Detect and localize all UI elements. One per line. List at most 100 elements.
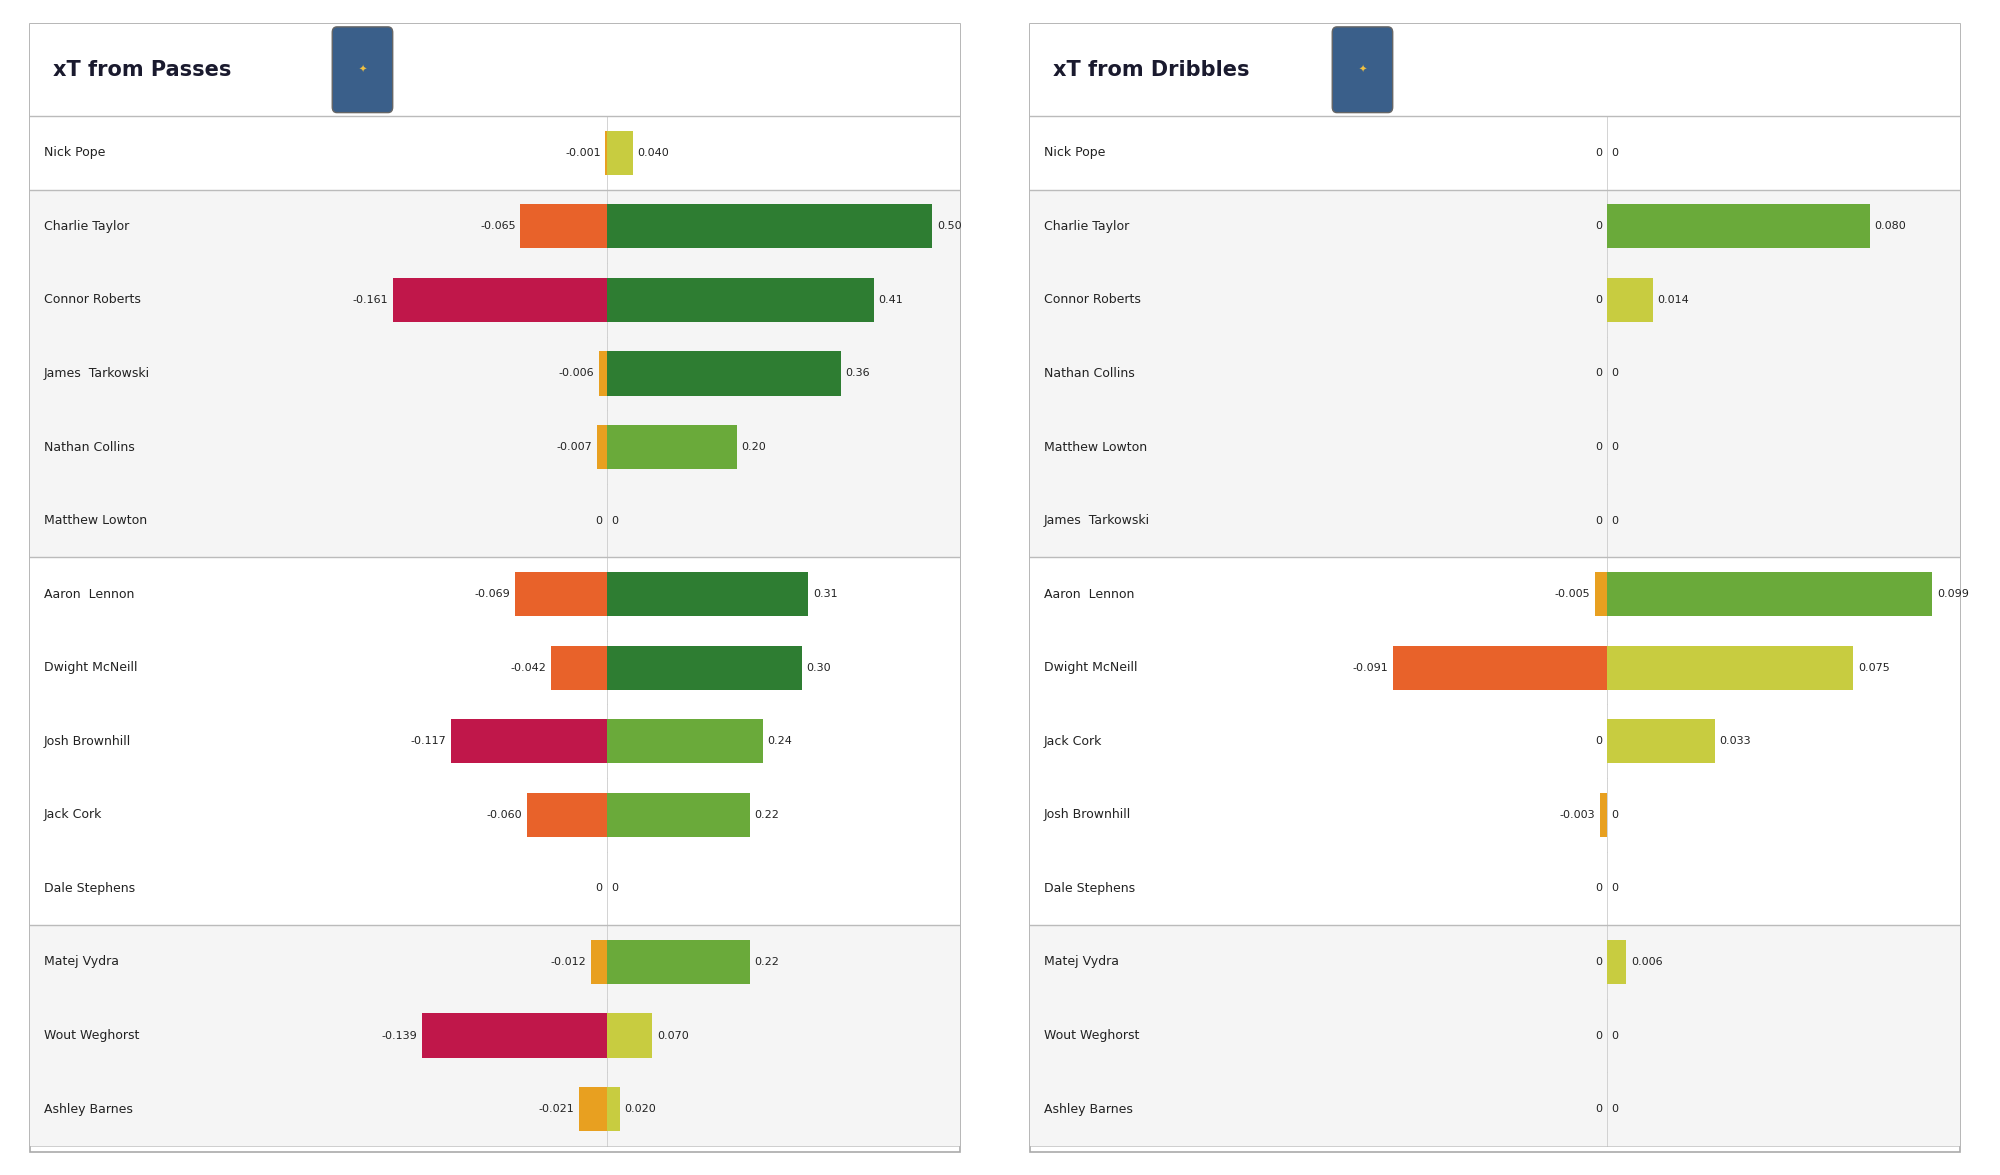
Bar (1606, 645, 1854, 690)
Text: 0: 0 (1594, 295, 1602, 304)
Text: 0: 0 (1594, 148, 1602, 157)
Text: Dwight McNeill: Dwight McNeill (1044, 662, 1138, 674)
Bar (1030, 484, 1960, 557)
Text: 0.040: 0.040 (638, 148, 670, 157)
Text: James  Tarkowski: James Tarkowski (44, 367, 150, 380)
FancyBboxPatch shape (1332, 27, 1392, 113)
Text: Wout Weghorst: Wout Weghorst (44, 1029, 140, 1042)
Text: James  Tarkowski: James Tarkowski (1044, 515, 1150, 528)
Bar (606, 645, 802, 690)
Text: 0.41: 0.41 (878, 295, 902, 304)
Text: Dwight McNeill: Dwight McNeill (44, 662, 138, 674)
Bar (30, 778, 960, 852)
Text: 0: 0 (1612, 884, 1618, 893)
Bar (550, 645, 606, 690)
Text: 0: 0 (1594, 956, 1602, 967)
Text: Matej Vydra: Matej Vydra (44, 955, 118, 968)
Text: -0.069: -0.069 (474, 589, 510, 599)
Text: -0.139: -0.139 (382, 1030, 418, 1041)
Bar (30, 705, 960, 778)
Bar (578, 1087, 606, 1132)
Bar (1030, 116, 1960, 189)
Bar (30, 189, 960, 263)
Text: -0.007: -0.007 (556, 442, 592, 452)
Text: 0.075: 0.075 (1858, 663, 1890, 673)
Text: Matthew Lowton: Matthew Lowton (44, 515, 148, 528)
Text: -0.005: -0.005 (1554, 589, 1590, 599)
Bar (452, 719, 606, 764)
Text: Charlie Taylor: Charlie Taylor (1044, 220, 1130, 233)
Text: Nathan Collins: Nathan Collins (44, 441, 134, 454)
Bar (30, 337, 960, 410)
Bar (606, 1087, 620, 1132)
Text: 0.014: 0.014 (1658, 295, 1690, 304)
Text: 0: 0 (1594, 1104, 1602, 1114)
Text: 0.50: 0.50 (936, 221, 962, 231)
Bar (1606, 277, 1652, 322)
Bar (30, 557, 960, 631)
Text: -0.003: -0.003 (1560, 810, 1594, 820)
Bar (30, 484, 960, 557)
Bar (1606, 572, 1932, 616)
Text: 0: 0 (1612, 1104, 1618, 1114)
Bar (606, 940, 750, 983)
Text: -0.021: -0.021 (538, 1104, 574, 1114)
Text: xT from Passes: xT from Passes (54, 60, 232, 80)
Text: Ashley Barnes: Ashley Barnes (44, 1102, 132, 1115)
Bar (1030, 557, 1960, 631)
Bar (30, 24, 960, 116)
Text: Charlie Taylor: Charlie Taylor (44, 220, 130, 233)
Text: 0.30: 0.30 (806, 663, 832, 673)
Bar (1030, 999, 1960, 1073)
Text: Nick Pope: Nick Pope (1044, 146, 1106, 160)
Text: 0.31: 0.31 (814, 589, 838, 599)
Text: 0: 0 (1594, 737, 1602, 746)
Bar (422, 1014, 606, 1058)
Bar (30, 410, 960, 484)
Bar (1392, 645, 1606, 690)
Text: 0.020: 0.020 (624, 1104, 656, 1114)
Text: 0: 0 (1594, 221, 1602, 231)
Text: 0.099: 0.099 (1936, 589, 1968, 599)
Text: 0.070: 0.070 (656, 1030, 688, 1041)
Bar (30, 999, 960, 1073)
Text: -0.042: -0.042 (510, 663, 546, 673)
Text: 0: 0 (1612, 442, 1618, 452)
FancyBboxPatch shape (332, 27, 392, 113)
Bar (606, 719, 762, 764)
Text: Dale Stephens: Dale Stephens (1044, 882, 1136, 895)
Text: 0.36: 0.36 (846, 369, 870, 378)
Text: 0: 0 (1612, 810, 1618, 820)
Bar (1600, 793, 1606, 837)
Text: 0: 0 (1594, 884, 1602, 893)
Bar (598, 425, 606, 469)
Text: Matthew Lowton: Matthew Lowton (1044, 441, 1148, 454)
Text: 0.22: 0.22 (754, 810, 780, 820)
Bar (1030, 852, 1960, 925)
Bar (1030, 189, 1960, 263)
Text: -0.012: -0.012 (550, 956, 586, 967)
Bar (606, 572, 808, 616)
Bar (606, 425, 736, 469)
Text: 0.24: 0.24 (768, 737, 792, 746)
Text: 0: 0 (612, 884, 618, 893)
Bar (514, 572, 606, 616)
Text: 0.080: 0.080 (1874, 221, 1906, 231)
Bar (1030, 778, 1960, 852)
Bar (598, 351, 606, 396)
Bar (606, 793, 750, 837)
Bar (30, 631, 960, 705)
Text: -0.060: -0.060 (486, 810, 522, 820)
Text: -0.091: -0.091 (1352, 663, 1388, 673)
Text: Jack Cork: Jack Cork (1044, 734, 1102, 747)
Text: Matej Vydra: Matej Vydra (1044, 955, 1118, 968)
Bar (1030, 410, 1960, 484)
Text: Connor Roberts: Connor Roberts (1044, 294, 1140, 307)
Text: 0.22: 0.22 (754, 956, 780, 967)
Bar (1606, 204, 1870, 248)
Text: 0: 0 (594, 884, 602, 893)
Bar (30, 263, 960, 337)
Bar (1594, 572, 1606, 616)
Text: xT from Dribbles: xT from Dribbles (1054, 60, 1250, 80)
Bar (30, 852, 960, 925)
